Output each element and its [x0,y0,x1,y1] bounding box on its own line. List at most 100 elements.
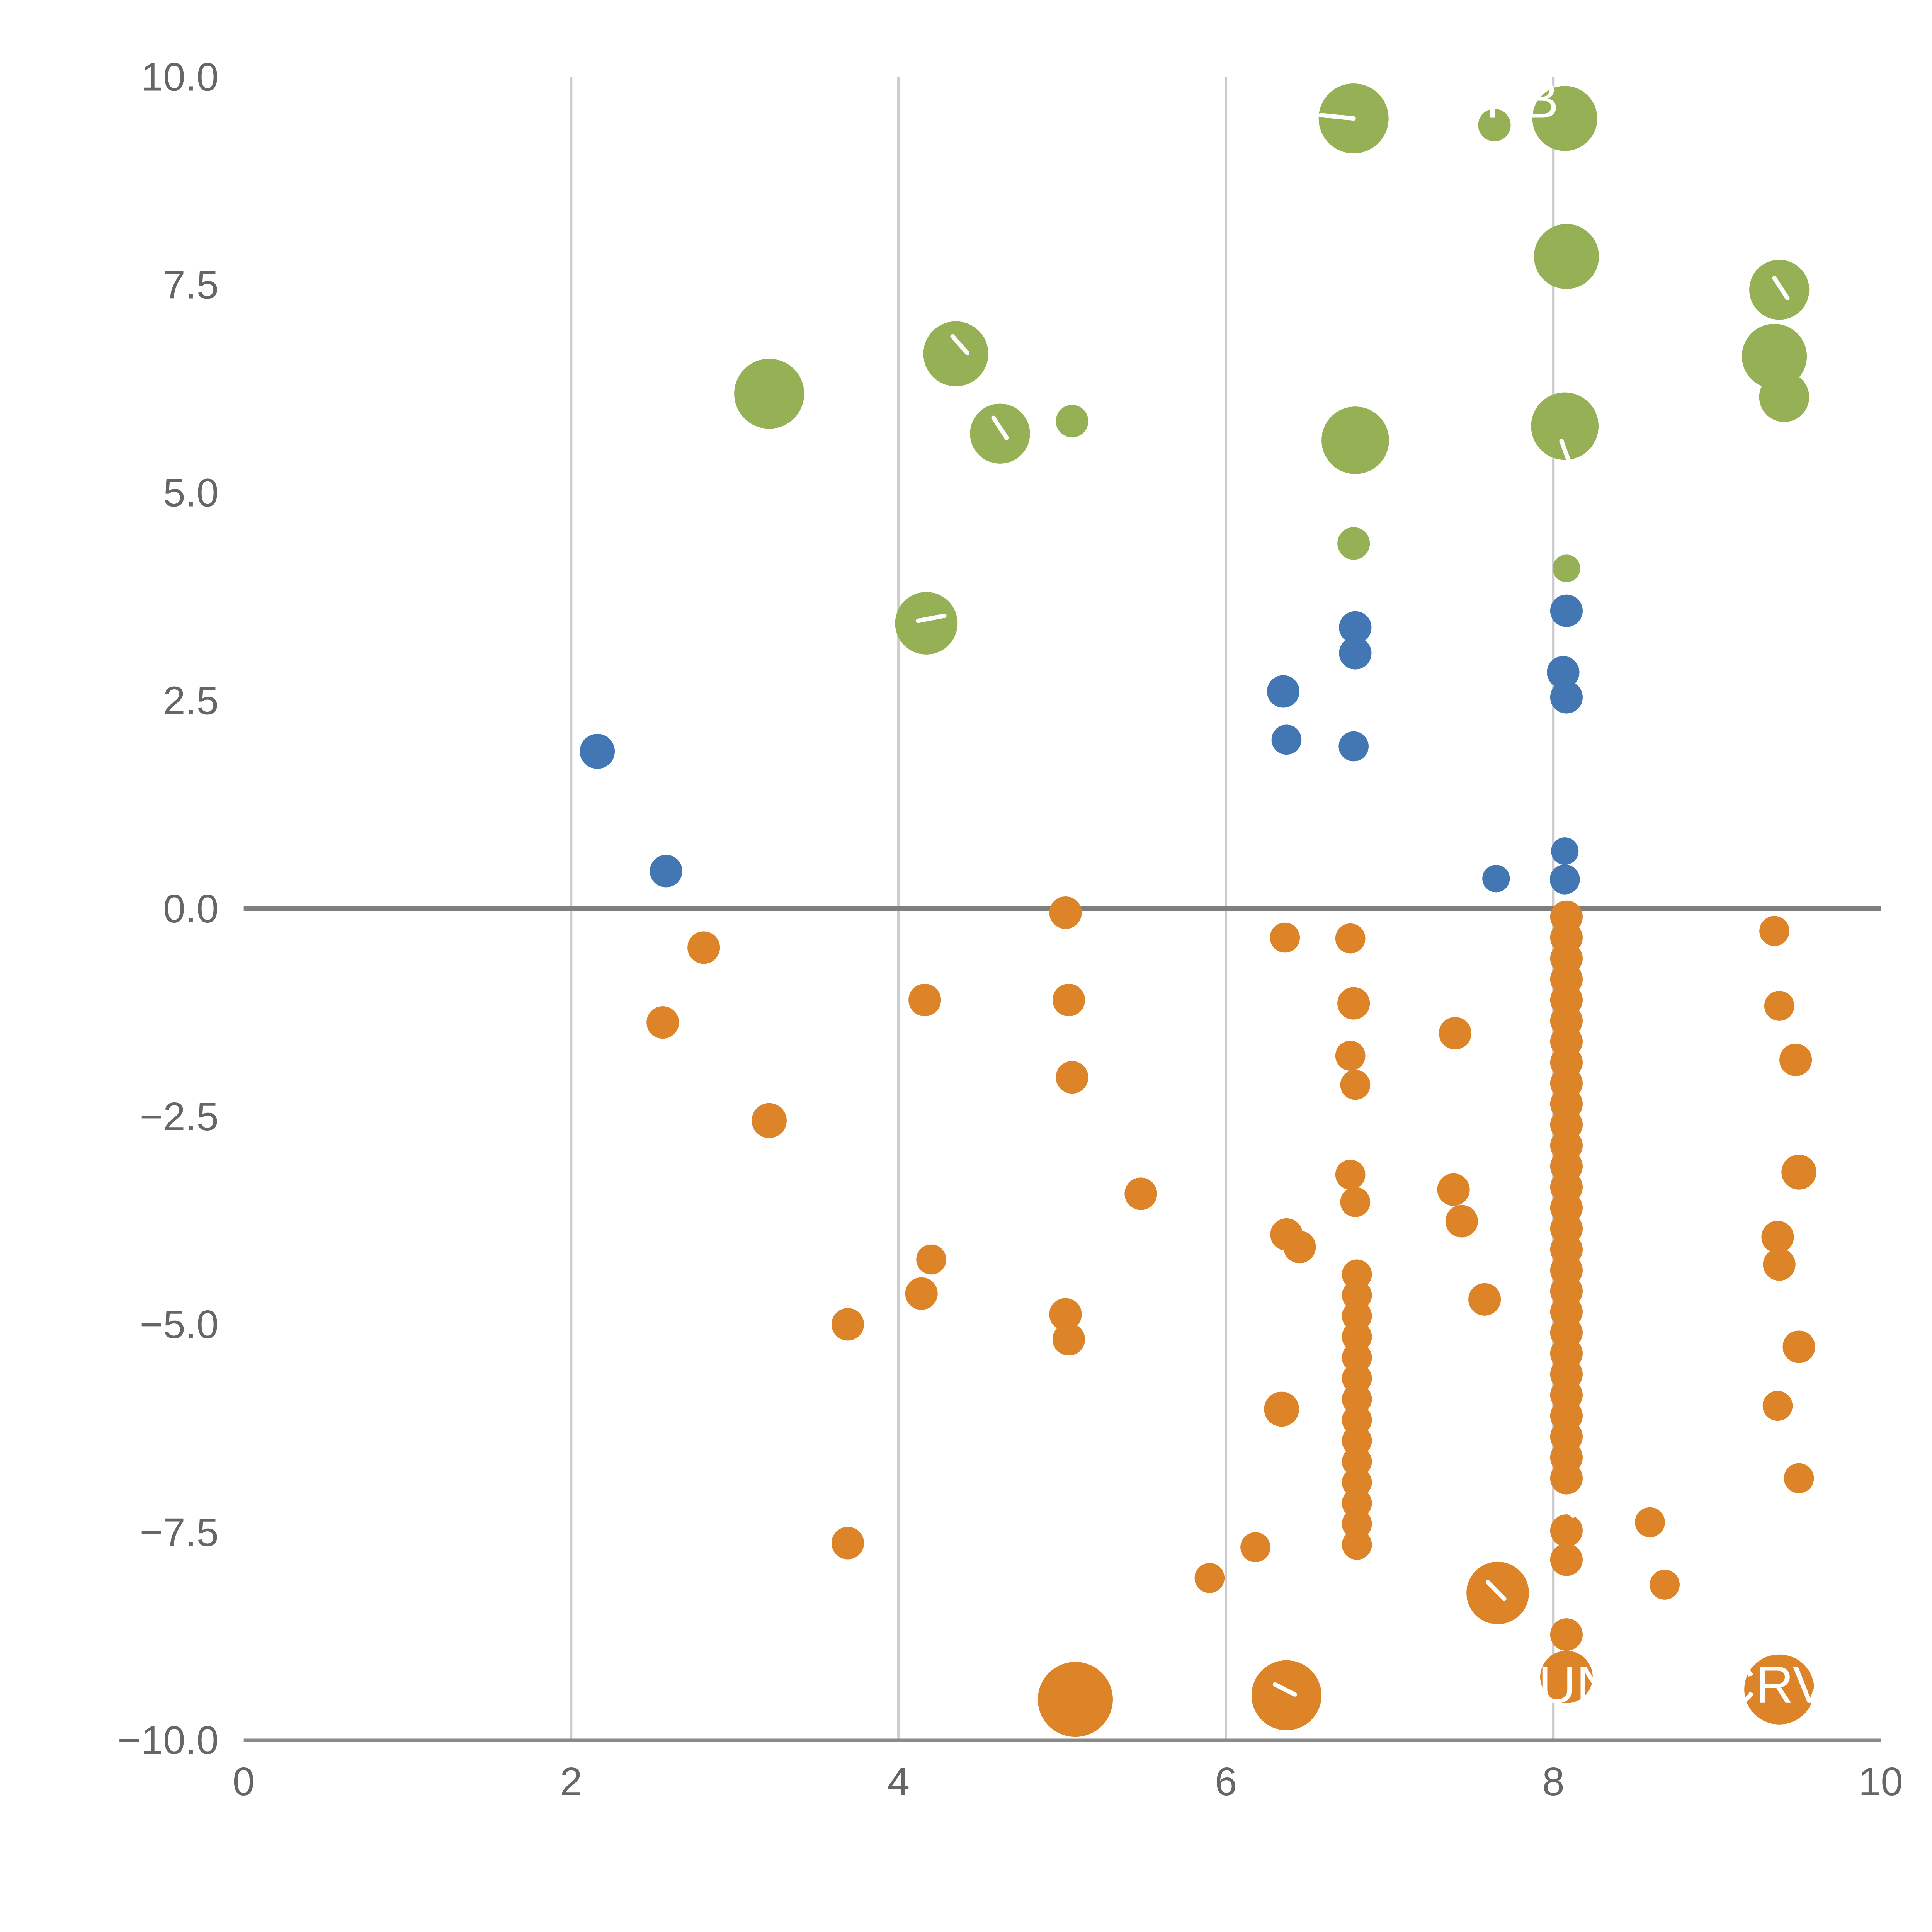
data-point-green [1532,86,1597,151]
data-point-blue [580,734,615,769]
data-point-blue [1339,637,1372,670]
data-point-orange [1550,1514,1583,1547]
data-point-green [923,321,988,386]
white-marks [909,113,1790,1697]
data-point-orange [1283,1231,1316,1264]
data-point-orange [1342,1509,1372,1539]
data-point-green [895,592,958,655]
data-point-blue [1547,656,1580,689]
y-axis-labels: 10.0 7.5 5.0 2.5 0.0 −2.5 −5.0 −7.5 −10.0 [117,54,219,1762]
x-tick-label: 6 [1215,1759,1237,1804]
series-orange [646,896,1816,1737]
annotation-label: CRV [1718,1655,1828,1714]
data-point-orange [1468,1283,1501,1316]
annotations: HB UN CRV [1486,70,1828,1714]
data-point-blue [1550,594,1583,627]
data-point-orange [1782,1330,1815,1363]
data-point-orange [908,983,941,1017]
data-point-orange [1650,1570,1680,1600]
data-point-green [1742,323,1807,389]
x-tick-label: 2 [560,1759,582,1804]
data-point-orange [1744,1654,1815,1725]
data-point-orange [1342,1280,1372,1310]
y-tick-label: −10.0 [117,1718,219,1762]
y-tick-label: 7.5 [163,262,219,307]
white-mark [1559,1503,1575,1518]
data-point-orange [1342,1342,1372,1373]
data-point-orange [1056,1061,1088,1094]
x-tick-label: 10 [1859,1759,1903,1804]
annotation-label: UN [1538,1655,1614,1714]
data-point-orange [1550,1543,1583,1576]
white-mark [1485,1580,1507,1601]
data-point-green [1056,405,1088,438]
data-point-blue [1549,864,1580,895]
data-point-orange [1342,1363,1372,1394]
data-point-orange [1240,1532,1270,1563]
data-point-orange [905,1277,938,1310]
white-mark [1559,439,1572,466]
data-point-blue [650,855,682,888]
data-point-orange [1342,1301,1372,1331]
data-point-orange [646,1006,679,1039]
data-point-orange [1340,1187,1371,1217]
data-point-orange [1270,922,1300,953]
data-point-orange [752,1103,787,1138]
data-point-orange [1342,1446,1372,1477]
data-point-orange [1759,916,1789,946]
data-point-green [1534,224,1599,289]
data-point-orange [1052,983,1085,1017]
y-tick-label: 0.0 [163,886,219,931]
data-point-orange [1037,1662,1113,1737]
data-point-orange [1342,1488,1372,1518]
data-point-orange [1342,1425,1372,1456]
y-tick-label: −7.5 [140,1510,219,1554]
data-point-green [1531,392,1599,460]
data-point-green [734,359,804,429]
data-point-orange [1445,1205,1478,1238]
data-point-blue [1339,611,1372,644]
data-point-orange [1439,1017,1471,1050]
data-point-green [1759,372,1810,422]
white-mark [950,334,969,355]
white-mark [1772,276,1790,301]
white-mark [1273,1682,1297,1697]
data-point-orange [1335,923,1366,954]
data-point-orange [1335,1160,1366,1190]
data-point-orange [1540,1651,1593,1703]
data-point-orange [1342,1529,1372,1560]
data-point-orange [1342,1384,1372,1414]
data-point-orange [1779,1043,1812,1076]
data-point-orange [1337,987,1370,1020]
data-point-orange [1340,1070,1371,1100]
data-point-orange [1784,1463,1814,1493]
series-blue [580,594,1583,895]
data-point-blue [1271,724,1302,755]
data-point-orange [1342,1467,1372,1498]
data-point-orange [1437,1173,1470,1206]
data-point-blue [1338,731,1369,762]
x-axis-labels: 0 2 4 6 8 10 [233,1759,1903,1804]
data-point-orange [1194,1563,1225,1593]
data-point-orange [916,1244,946,1275]
data-point-blue [1482,865,1510,893]
data-point-orange [1049,896,1082,929]
data-point-orange [1264,1391,1299,1427]
data-point-orange [1781,1155,1816,1190]
data-point-orange [1764,991,1794,1021]
data-point-orange [687,931,720,964]
white-mark [991,415,1009,440]
data-point-orange [1762,1391,1793,1421]
annotation-label: HB [1486,70,1559,129]
y-tick-label: 5.0 [163,470,219,515]
x-tick-label: 4 [888,1759,910,1804]
data-point-orange [1342,1321,1372,1352]
data-point-green [1749,260,1810,320]
data-point-orange [1550,1462,1583,1495]
data-point-blue [1550,681,1583,714]
data-point-orange [1342,1405,1372,1435]
data-point-green [1321,406,1389,474]
